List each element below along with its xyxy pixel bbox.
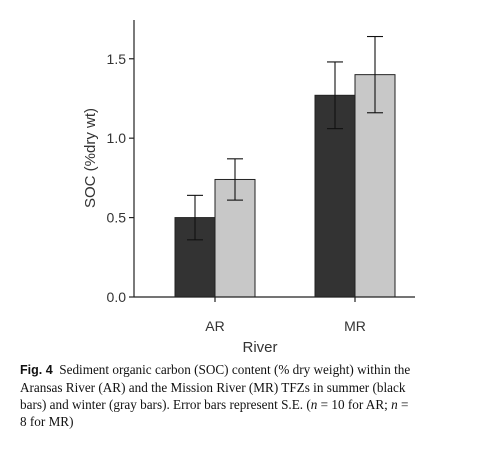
y-axis-ticks: 0.0 0.5 1.0 1.5 — [107, 51, 134, 305]
caption-line-2: Aransas River (AR) and the Mission River… — [20, 380, 406, 395]
y-tick-label: 0.0 — [107, 289, 127, 305]
error-bar-ar-series-2 — [227, 158, 243, 201]
error-bar-mr-series-2 — [367, 35, 383, 114]
caption-text-3b: = 10 for AR; — [317, 397, 392, 412]
y-tick-label: 1.5 — [107, 51, 127, 67]
y-tick-label: 0.5 — [107, 210, 127, 226]
caption-line-3: bars) and winter (gray bars). Error bars… — [20, 396, 492, 413]
x-tick-label-mr: MR — [344, 318, 366, 334]
caption-text-1: Sediment organic carbon (SOC) content (%… — [59, 362, 411, 377]
caption-n-1: n — [310, 397, 318, 412]
caption-figure-label: Fig. 4 — [20, 363, 53, 377]
caption-text-3a: bars) and winter (gray bars). Error bars… — [20, 397, 311, 412]
caption-line-4: 8 for MR) — [20, 414, 74, 429]
caption-line-1: Fig. 4 Sediment organic carbon (SOC) con… — [20, 361, 492, 379]
x-axis-ticks: AR MR — [205, 297, 366, 334]
error-bar-mr-series-1 — [327, 61, 343, 130]
x-tick-label-ar: AR — [205, 318, 224, 334]
bar-chart: 0.0 0.5 1.0 1.5 AR MR River SOC (%dry wt) — [82, 20, 415, 356]
figure-caption: Fig. 4 Sediment organic carbon (SOC) con… — [20, 361, 492, 430]
error-bar-ar-series-1 — [187, 194, 203, 241]
x-axis-title: River — [242, 339, 277, 356]
y-tick-label: 1.0 — [107, 130, 127, 146]
plot-area — [174, 35, 396, 298]
caption-n-2: n — [391, 397, 398, 412]
caption-text-3c: = — [397, 397, 409, 412]
y-axis-title: SOC (%dry wt) — [82, 108, 99, 208]
